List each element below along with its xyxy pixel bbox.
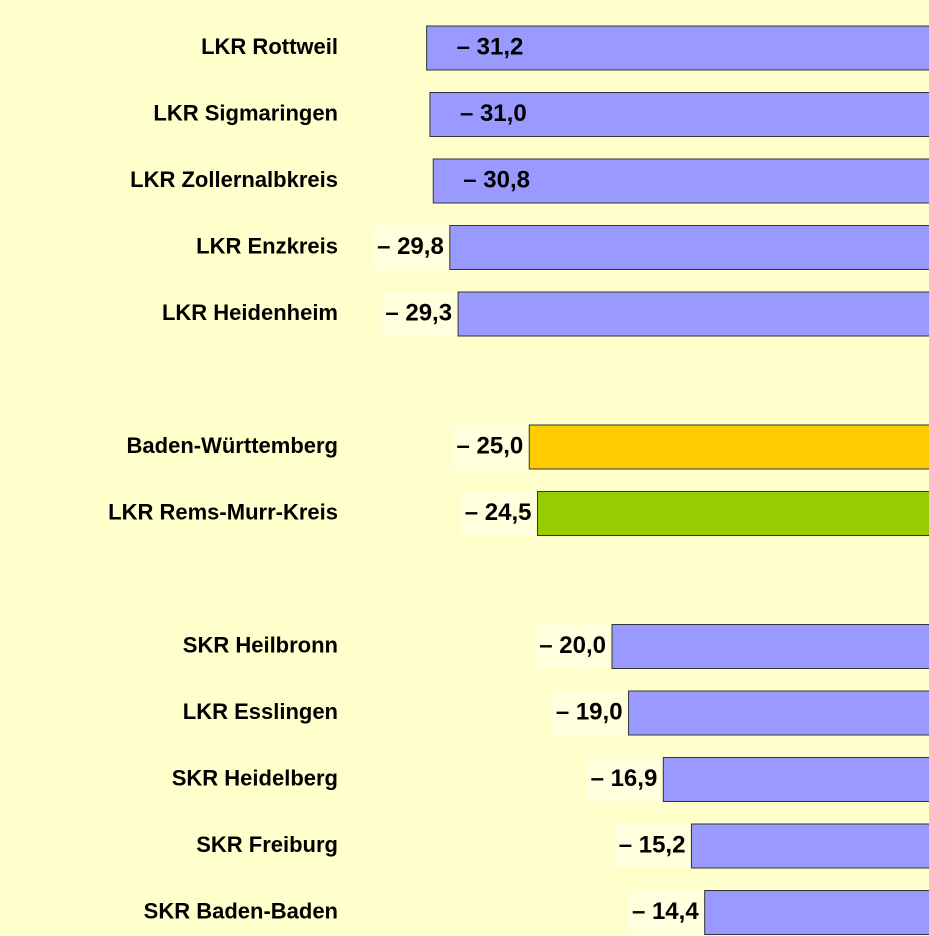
bar bbox=[432, 158, 929, 204]
bar bbox=[449, 225, 929, 270]
value-label: – 31,0 bbox=[460, 100, 527, 127]
category-label: LKR Zollernalbkreis bbox=[130, 167, 338, 192]
value-label: – 16,9 bbox=[591, 765, 658, 792]
category-label: LKR Esslingen bbox=[183, 699, 338, 724]
value-label: – 24,5 bbox=[465, 499, 532, 526]
bar bbox=[704, 890, 929, 935]
value-label-bg bbox=[627, 890, 704, 935]
bar bbox=[537, 491, 929, 536]
bar bbox=[690, 823, 929, 869]
value-label: – 14,4 bbox=[632, 898, 699, 925]
category-label: LKR Heidenheim bbox=[162, 300, 338, 325]
value-label-bg bbox=[614, 824, 690, 868]
category-label: SKR Heidelberg bbox=[172, 765, 338, 790]
value-label-bg bbox=[586, 757, 662, 802]
bar bbox=[429, 92, 929, 137]
value-label-bg bbox=[381, 292, 457, 336]
value-label: – 19,0 bbox=[556, 698, 623, 725]
value-label: – 15,2 bbox=[619, 831, 686, 858]
value-label: – 31,2 bbox=[457, 33, 524, 60]
bar bbox=[426, 25, 929, 71]
category-label: LKR Rems-Murr-Kreis bbox=[108, 499, 338, 524]
value-label-bg bbox=[373, 225, 448, 270]
category-label: SKR Heilbronn bbox=[183, 632, 338, 657]
value-label-bg bbox=[535, 624, 610, 669]
value-label: – 25,0 bbox=[457, 432, 524, 459]
bar bbox=[628, 690, 929, 736]
bar bbox=[611, 624, 929, 669]
bar bbox=[457, 291, 929, 337]
category-label: SKR Freiburg bbox=[196, 832, 338, 857]
value-label-bg bbox=[452, 425, 528, 469]
category-label: Baden-Württemberg bbox=[127, 433, 338, 458]
value-label: – 30,8 bbox=[463, 166, 530, 193]
value-label: – 29,3 bbox=[385, 299, 452, 326]
category-label: SKR Baden-Baden bbox=[144, 898, 338, 923]
category-label: LKR Enzkreis bbox=[196, 233, 338, 258]
bar bbox=[662, 757, 929, 802]
value-label-bg bbox=[460, 491, 536, 536]
value-label: – 29,8 bbox=[377, 233, 444, 260]
category-label: LKR Rottweil bbox=[201, 34, 338, 59]
value-label: – 20,0 bbox=[539, 632, 606, 659]
category-label: LKR Sigmaringen bbox=[153, 100, 338, 125]
bar bbox=[528, 424, 929, 470]
value-label-bg bbox=[551, 691, 627, 735]
